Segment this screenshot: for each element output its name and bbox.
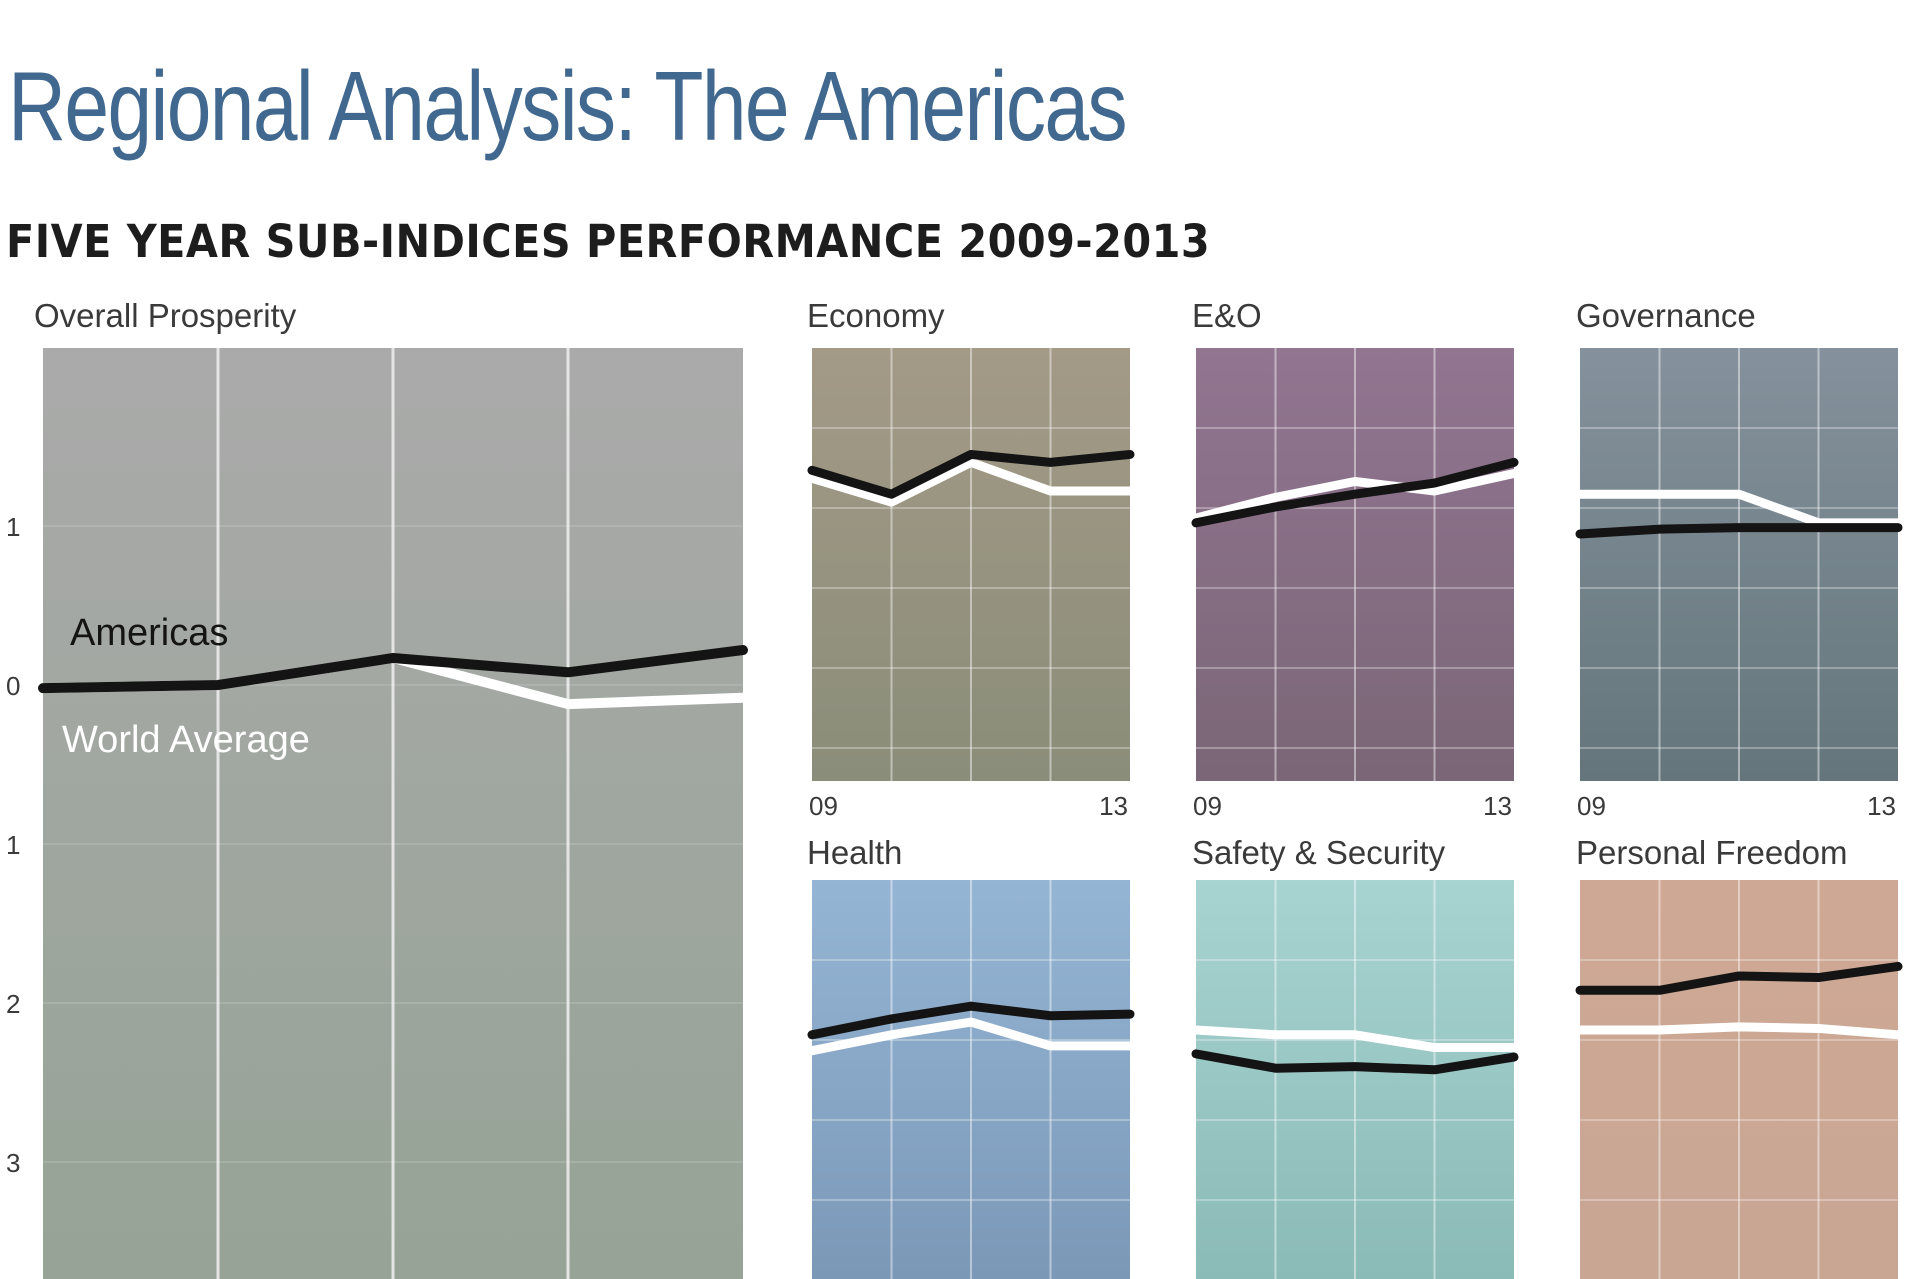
series-line-americas-eando bbox=[1191, 457, 1519, 528]
series-line-americas-health bbox=[807, 1001, 1135, 1040]
series-line-world-average-eando bbox=[1191, 469, 1519, 523]
panel-background-health bbox=[812, 880, 1130, 1279]
y-tick-label: 0 bbox=[6, 671, 20, 701]
x-tick-label: 09 bbox=[809, 791, 838, 821]
y-tick-label: 1 bbox=[6, 512, 20, 542]
x-tick-label: 09 bbox=[1577, 791, 1606, 821]
panel-title-personal-freedom: Personal Freedom bbox=[1576, 834, 1847, 871]
series-line-world-average-economy bbox=[807, 457, 1135, 507]
panel-title-health: Health bbox=[807, 834, 902, 871]
panel-background-economy bbox=[812, 348, 1130, 781]
panel-background-governance bbox=[1580, 348, 1898, 781]
series-line-world-average-governance bbox=[1575, 489, 1903, 528]
series-line-americas-safety-and-security bbox=[1191, 1049, 1519, 1075]
series-line-americas-personal-freedom bbox=[1575, 961, 1903, 995]
panel-title-governance: Governance bbox=[1576, 297, 1756, 334]
x-tick-label: 13 bbox=[1099, 791, 1128, 821]
panel-background-safety-and-security bbox=[1196, 880, 1514, 1279]
page-title: Regional Analysis: The Americas bbox=[8, 51, 1128, 161]
panel-title-eando: E&O bbox=[1192, 297, 1262, 334]
series-line-world-average-health bbox=[807, 1017, 1135, 1056]
panel-title-safety-and-security: Safety & Security bbox=[1192, 834, 1446, 871]
x-tick-label: 09 bbox=[1193, 791, 1222, 821]
series-line-americas-economy bbox=[807, 449, 1135, 499]
series-label-americas: Americas bbox=[70, 612, 228, 654]
series-line-world-average-safety-and-security bbox=[1191, 1025, 1519, 1053]
x-tick-label: 13 bbox=[1867, 791, 1896, 821]
series-line-world-average-personal-freedom bbox=[1575, 1022, 1903, 1040]
y-tick-label: 1 bbox=[6, 830, 20, 860]
y-tick-label: 3 bbox=[6, 1148, 20, 1178]
series-label-world-average: World Average bbox=[62, 719, 310, 761]
panel-title-overall-prosperity: Overall Prosperity bbox=[34, 297, 297, 334]
panel-title-economy: Economy bbox=[807, 297, 945, 334]
y-tick-label: 2 bbox=[6, 989, 20, 1019]
x-tick-label: 13 bbox=[1483, 791, 1512, 821]
panel-background-eando bbox=[1196, 348, 1514, 781]
chart-subtitle: FIVE YEAR SUB-INDICES PERFORMANCE 2009-2… bbox=[6, 215, 1211, 268]
series-line-americas-overall-prosperity bbox=[38, 645, 748, 694]
series-line-americas-governance bbox=[1575, 523, 1903, 539]
panel-background-personal-freedom bbox=[1580, 880, 1898, 1279]
